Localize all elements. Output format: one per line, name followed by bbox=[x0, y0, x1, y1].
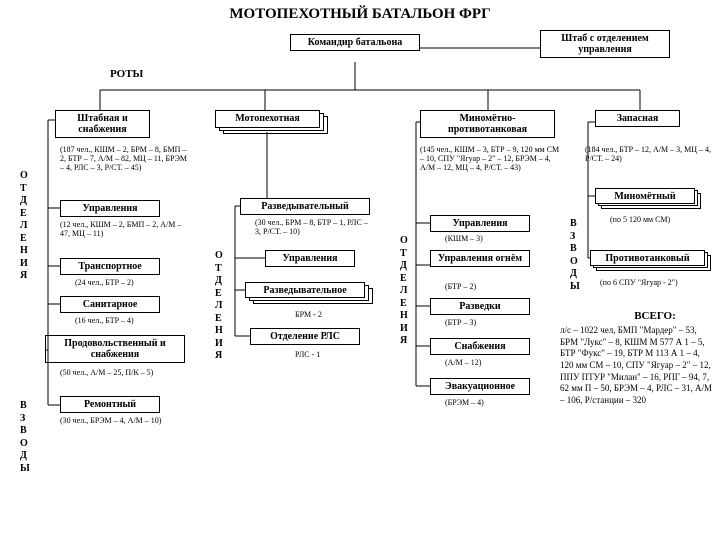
box-repair: Ремонтный bbox=[60, 396, 160, 413]
det-staff: (187 чел., КШМ – 2, БРМ – 8, БМП – 2, БТ… bbox=[60, 145, 190, 173]
box-hq: Штаб с отделением управления bbox=[540, 30, 670, 58]
box-medical: Санитарное bbox=[60, 296, 160, 313]
det-reserve: (184 чел., БТР – 12, А/М – 3, МЦ – 4, Р/… bbox=[585, 145, 715, 163]
det-brm2: БРМ - 2 bbox=[295, 310, 375, 319]
box-mgmt-center: Управления bbox=[265, 250, 355, 267]
label-roty: РОТЫ bbox=[110, 68, 143, 80]
box-food: Продовольственный и снабжения bbox=[45, 335, 185, 363]
det-medical: (16 чел., БТР – 4) bbox=[75, 316, 195, 325]
vlabel-vzvody-left: ВЗВОДЫ bbox=[20, 400, 30, 475]
det-mortar-at: (145 чел., КШМ – 3, БТР – 9, 120 мм СМ –… bbox=[420, 145, 560, 173]
vlabel-vzvody-right: ВЗВОДЫ bbox=[570, 218, 580, 293]
box-reserve: Запасная bbox=[595, 110, 680, 127]
det-recon-right: (БТР – 3) bbox=[445, 318, 545, 327]
box-mgmt-left: Управления bbox=[60, 200, 160, 217]
det-mgmt-left: (12 чел., КШМ – 2, БМП – 2, А/М – 47, МЦ… bbox=[60, 220, 190, 238]
det-evac: (БРЭМ – 4) bbox=[445, 398, 545, 407]
box-rls-section: Отделение РЛС bbox=[250, 328, 360, 345]
box-recon-right: Разведки bbox=[430, 298, 530, 315]
det-recon: (30 чел., БРМ – 8, БТР – 1, РЛС – 3, Р/С… bbox=[255, 218, 375, 236]
vlabel-otdeleniya-right: ОТДЕЛЕНИЯ bbox=[400, 235, 408, 348]
det-mortar: (по 5 120 мм СМ) bbox=[610, 215, 720, 224]
box-commander: Командир батальона bbox=[290, 34, 420, 51]
total-text: л/с – 1022 чел, БМП "Мардер" – 53, БРМ "… bbox=[560, 325, 715, 407]
box-recon2-stack: Разведывательное bbox=[245, 282, 365, 300]
box-transport: Транспортное bbox=[60, 258, 160, 275]
box-at-stack: Противотанковый bbox=[590, 250, 705, 268]
det-food: (50 чел., А/М – 25, П/К – 5) bbox=[60, 368, 180, 377]
box-supply-right: Снабжения bbox=[430, 338, 530, 355]
box-mortar-stack: Миномётный bbox=[595, 188, 695, 206]
det-rls1: РЛС - 1 bbox=[295, 350, 375, 359]
det-transport: (24 чел., БТР – 2) bbox=[75, 278, 195, 287]
box-moto-stack: Мотопехотная bbox=[215, 110, 320, 132]
det-mgmt-right: (КШМ – 3) bbox=[445, 234, 545, 243]
box-evac: Эвакуационное bbox=[430, 378, 530, 395]
box-fire: Управления огнём bbox=[430, 250, 530, 267]
det-fire: (БТР – 2) bbox=[445, 282, 545, 291]
page-title: МОТОПЕХОТНЫЙ БАТАЛЬОН ФРГ bbox=[0, 6, 720, 23]
total-heading: ВСЕГО: bbox=[595, 310, 715, 323]
vlabel-otdeleniya-left: ОТДЕЛЕНИЯ bbox=[20, 170, 28, 283]
box-staff-supply: Штабная и снабжения bbox=[55, 110, 150, 138]
det-at: (по 6 СПУ "Ягуар - 2") bbox=[600, 278, 720, 287]
box-mortar-at: Миномётно-противотанковая bbox=[420, 110, 555, 138]
det-supply-right: (А/М – 12) bbox=[445, 358, 545, 367]
box-mgmt-right: Управления bbox=[430, 215, 530, 232]
vlabel-otdeleniya-center: ОТДЕЛЕНИЯ bbox=[215, 250, 223, 363]
box-recon: Разведывательный bbox=[240, 198, 370, 215]
det-repair: (30 чел., БРЭМ – 4, А/М – 10) bbox=[60, 416, 180, 425]
